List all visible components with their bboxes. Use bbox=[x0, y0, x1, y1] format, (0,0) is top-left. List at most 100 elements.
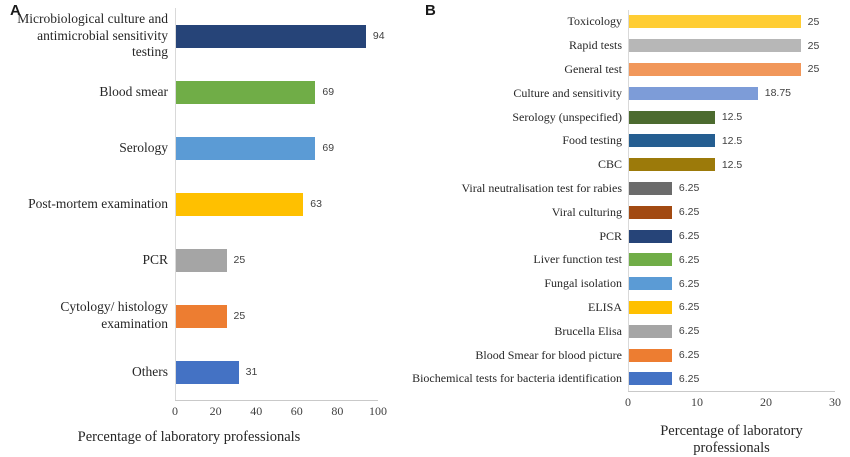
bar-value-label: 69 bbox=[322, 142, 335, 154]
bar-track: 6.25 bbox=[628, 224, 835, 248]
bar-track: 6.25 bbox=[628, 247, 835, 272]
category-label-cell: PCR bbox=[0, 232, 175, 288]
category-label-cell: CBC bbox=[400, 153, 628, 177]
bar-value-label: 6.25 bbox=[678, 372, 700, 385]
category-label-cell: Liver function test bbox=[400, 248, 628, 272]
category-label: Fungal isolation bbox=[544, 276, 622, 291]
bar bbox=[629, 39, 801, 53]
bar-value-label: 12.5 bbox=[721, 111, 743, 124]
panel-a-label: A bbox=[10, 2, 21, 19]
category-label: Post-mortem examination bbox=[28, 195, 168, 211]
bar-value-label: 69 bbox=[322, 86, 335, 98]
category-label-cell: PCR bbox=[400, 224, 628, 248]
category-label-cell: Viral neutralisation test for rabies bbox=[400, 177, 628, 201]
bar-value-label: 18.75 bbox=[764, 87, 792, 100]
bar-track: 12.5 bbox=[628, 105, 835, 129]
bar bbox=[629, 158, 715, 172]
bar-value-label: 63 bbox=[310, 198, 322, 210]
bar-value-label: 6.25 bbox=[678, 182, 700, 195]
category-label-cell: Serology (unspecified) bbox=[400, 105, 628, 129]
bar-track: 25 bbox=[628, 10, 835, 34]
bar-track: 69 bbox=[175, 64, 378, 120]
category-label: ELISA bbox=[588, 299, 622, 314]
panel-a: A Microbiological culture and antimicrob… bbox=[0, 0, 400, 447]
category-label: Rapid tests bbox=[569, 38, 622, 53]
category-label-cell: Food testing bbox=[400, 129, 628, 153]
bar-track: 25 bbox=[175, 232, 378, 288]
bar-value-label: 12.5 bbox=[721, 134, 743, 147]
bar bbox=[629, 229, 672, 243]
bar-value-label: 25 bbox=[807, 39, 820, 52]
bar bbox=[629, 300, 672, 314]
x-axis-tick-label: 60 bbox=[290, 404, 303, 418]
category-label-cell: Blood smear bbox=[0, 64, 175, 120]
x-axis-tick-label: 20 bbox=[209, 404, 222, 418]
x-axis-tick-label: 0 bbox=[625, 394, 631, 409]
bar-track: 6.25 bbox=[628, 295, 835, 320]
x-axis-tick-label: 30 bbox=[829, 394, 841, 409]
category-label: Blood Smear for blood picture bbox=[475, 347, 622, 362]
bar-track: 6.25 bbox=[628, 176, 835, 201]
category-label-cell: Rapid tests bbox=[400, 34, 628, 58]
bar bbox=[629, 15, 801, 29]
panel-b: B Toxicology 25 Rapid tests 25 General test 2… bbox=[400, 0, 850, 456]
category-label: Biochemical tests for bacteria identific… bbox=[412, 371, 622, 386]
category-label-cell: Microbiological culture and antimicrobia… bbox=[0, 8, 175, 64]
bar bbox=[629, 324, 672, 338]
category-label: Brucella Elisa bbox=[554, 323, 622, 338]
x-axis-tick-label: 80 bbox=[331, 404, 344, 418]
bar-track: 6.25 bbox=[628, 200, 835, 225]
bar bbox=[176, 304, 227, 328]
category-label: General test bbox=[564, 61, 622, 76]
bar-value-label: 6.25 bbox=[678, 277, 700, 290]
bar bbox=[176, 248, 227, 272]
category-label-cell: Post-mortem examination bbox=[0, 176, 175, 232]
chart-b: Toxicology 25 Rapid tests 25 General test 25 C… bbox=[400, 0, 850, 456]
category-label: Serology (unspecified) bbox=[512, 109, 622, 124]
bar-track: 6.25 bbox=[628, 366, 835, 391]
bar-value-label: 25 bbox=[807, 63, 820, 76]
bar bbox=[629, 372, 672, 386]
category-label: Culture and sensitivity bbox=[513, 85, 622, 100]
category-label-cell: Blood Smear for blood picture bbox=[400, 343, 628, 367]
bar bbox=[176, 360, 239, 384]
chart-b-x-axis-title: Percentage of laboratory professionals bbox=[660, 422, 803, 456]
category-label-cell: Others bbox=[0, 344, 175, 400]
bar-value-label: 31 bbox=[245, 366, 258, 378]
category-label: Viral neutralisation test for rabies bbox=[461, 180, 622, 195]
bar-track: 6.25 bbox=[628, 271, 835, 296]
category-label-cell: Serology bbox=[0, 120, 175, 176]
bar-track: 25 bbox=[175, 288, 378, 344]
bar bbox=[629, 86, 758, 100]
bar-track: 31 bbox=[175, 344, 378, 400]
bar-value-label: 6.25 bbox=[678, 253, 700, 266]
category-label-cell: Brucella Elisa bbox=[400, 319, 628, 343]
chart-a-x-axis-title: Percentage of laboratory professionals bbox=[77, 429, 301, 445]
bar-value-label: 25 bbox=[233, 254, 246, 266]
bar bbox=[629, 110, 715, 124]
bar-value-label: 25 bbox=[233, 310, 246, 322]
x-axis-tick-label: 20 bbox=[759, 394, 772, 409]
bar-track: 6.25 bbox=[628, 319, 835, 344]
x-axis-tick-label: 40 bbox=[250, 404, 263, 418]
bar-value-label: 6.25 bbox=[678, 230, 700, 243]
category-label: Food testing bbox=[562, 133, 622, 148]
category-label-cell: Culture and sensitivity bbox=[400, 81, 628, 105]
bar-track: 25 bbox=[628, 57, 835, 82]
category-label: Liver function test bbox=[533, 252, 622, 267]
bar-value-label: 6.25 bbox=[678, 301, 700, 314]
bar bbox=[176, 24, 366, 48]
category-label-cell: Cytology/ histology examination bbox=[0, 288, 175, 344]
bar bbox=[629, 205, 672, 219]
bar bbox=[629, 134, 715, 148]
category-label-cell: Fungal isolation bbox=[400, 272, 628, 296]
bar-value-label: 25 bbox=[807, 15, 820, 28]
bar bbox=[176, 192, 304, 216]
category-label-cell: Biochemical tests for bacteria identific… bbox=[400, 367, 628, 391]
category-label: Blood smear bbox=[99, 83, 168, 99]
x-axis-tick-label: 100 bbox=[369, 404, 387, 418]
bar-track: 18.75 bbox=[628, 81, 835, 106]
bar-value-label: 12.5 bbox=[721, 158, 743, 171]
bar bbox=[176, 80, 316, 104]
